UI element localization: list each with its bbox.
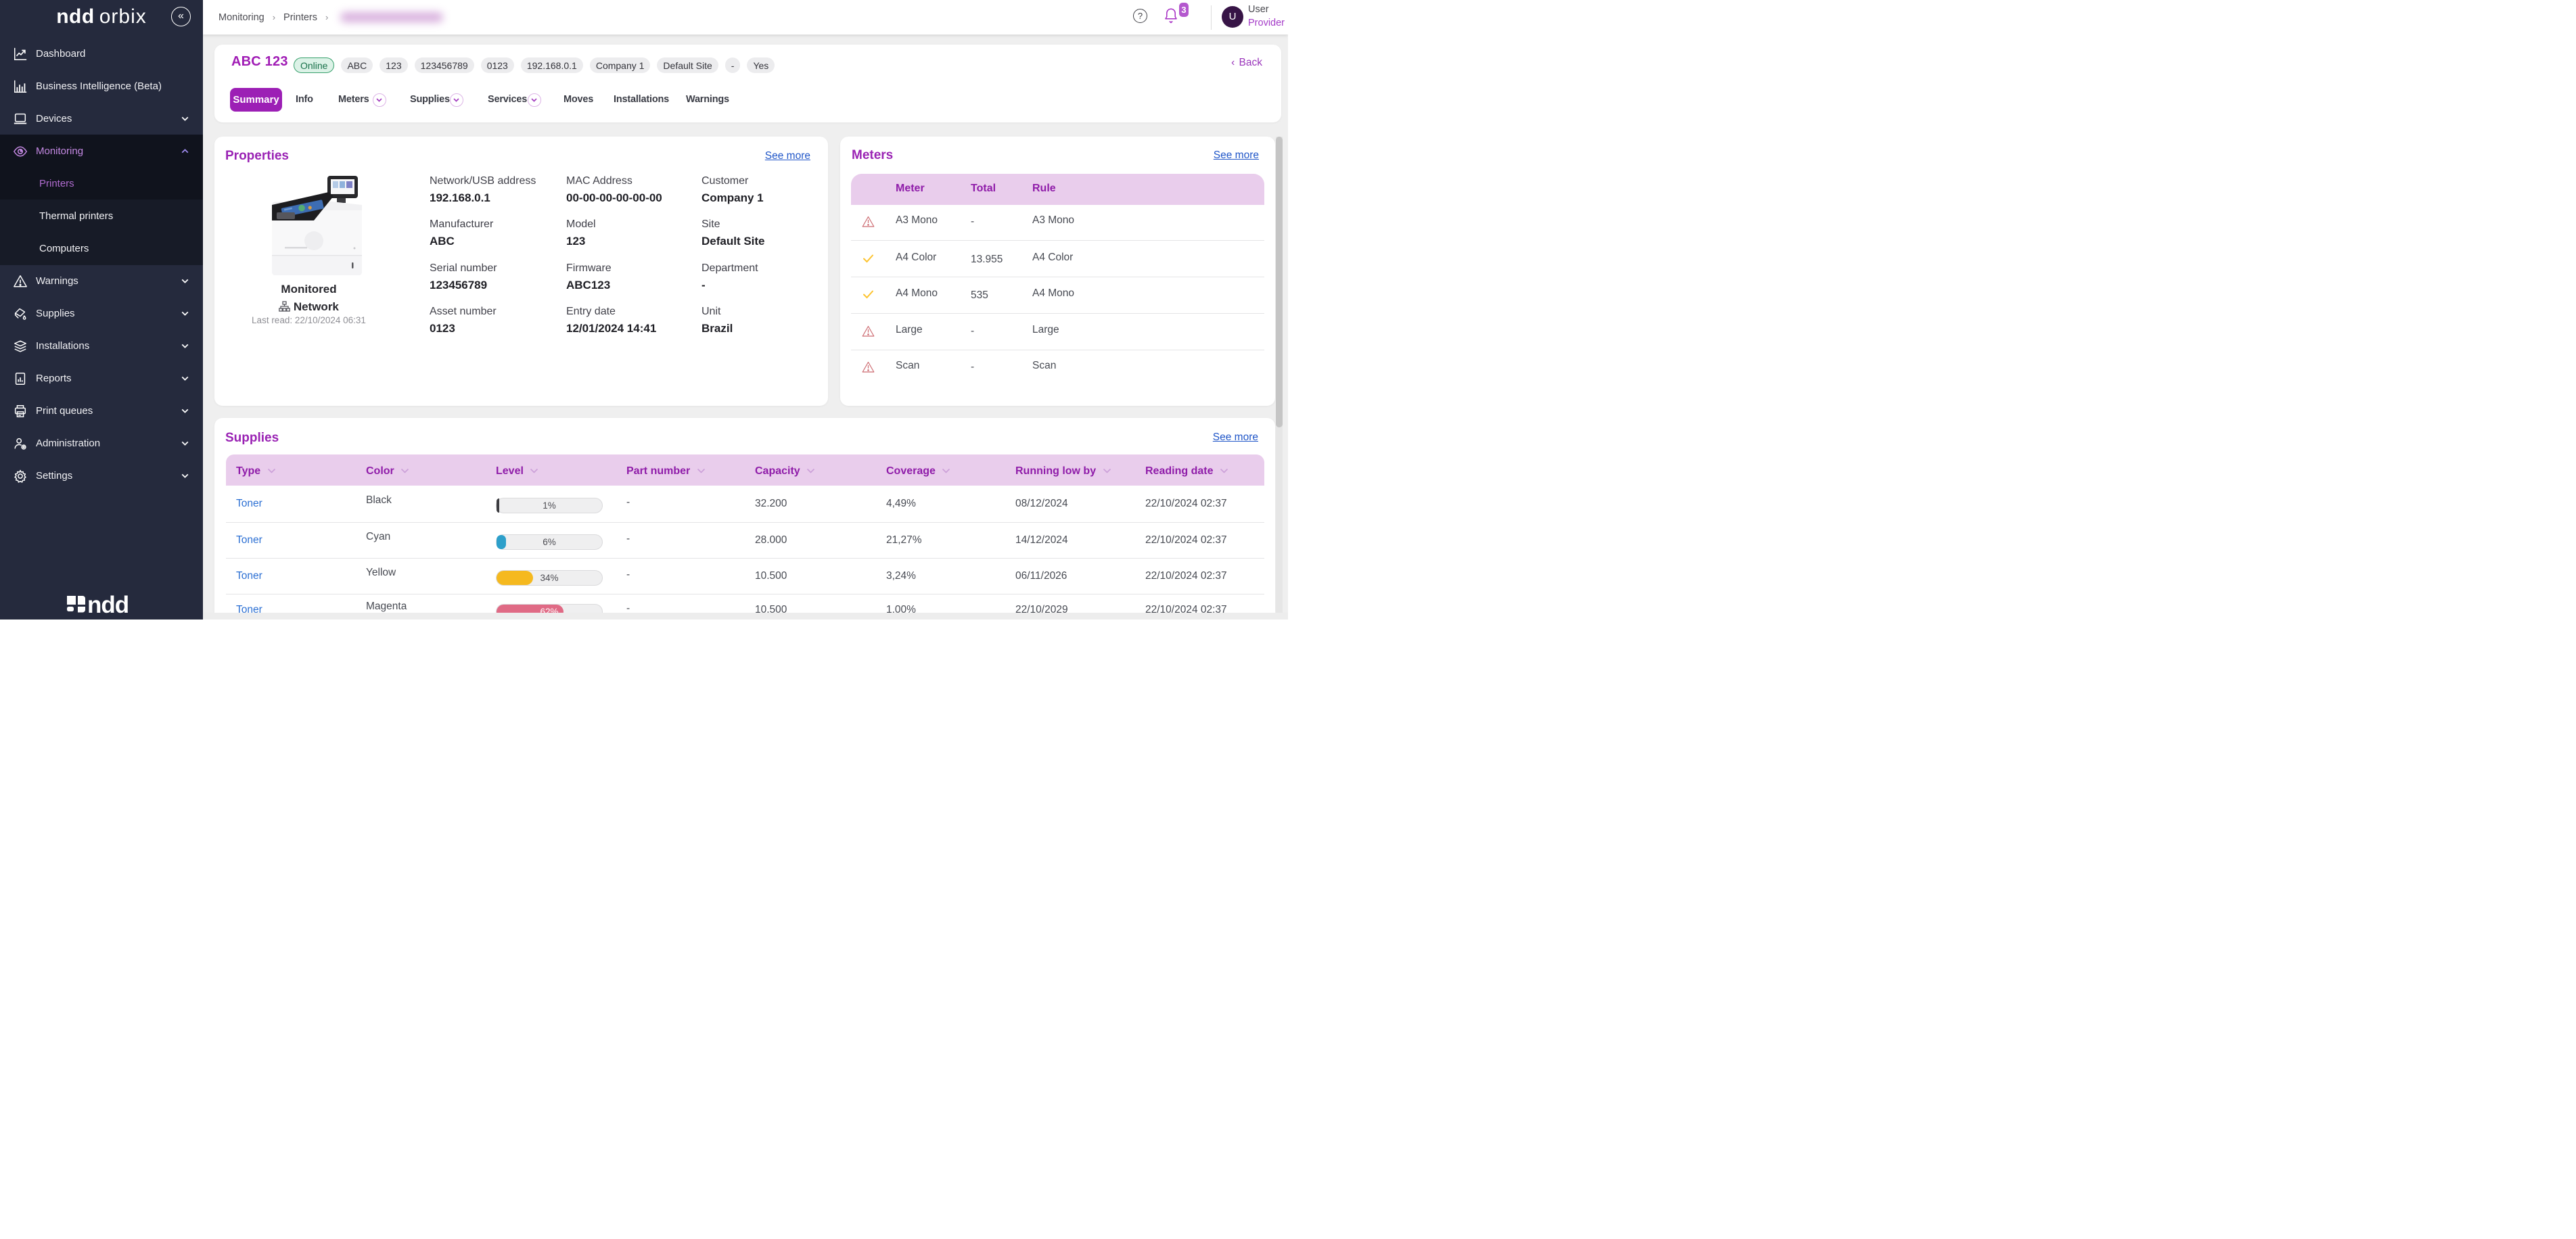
svg-text:ndd: ndd	[87, 592, 129, 617]
